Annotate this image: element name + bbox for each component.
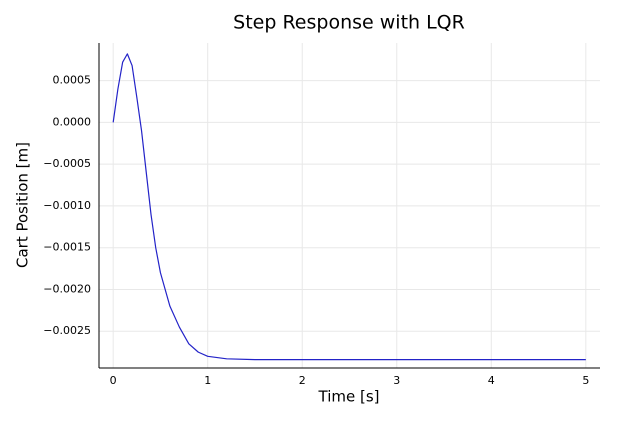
y-tick-label: −0.0005 xyxy=(43,157,91,170)
x-tick-label: 3 xyxy=(393,374,400,387)
x-tick-label: 5 xyxy=(582,374,589,387)
x-axis-label: Time [s] xyxy=(318,388,380,406)
y-tick-label: −0.0025 xyxy=(43,324,91,337)
y-tick-label: −0.0015 xyxy=(43,241,91,254)
line-series xyxy=(112,53,586,361)
y-axis-label: Cart Position [m] xyxy=(14,142,32,268)
x-tick-label: 2 xyxy=(299,374,306,387)
y-tick-label: 0.0000 xyxy=(53,115,92,128)
y-tick-label: 0.0005 xyxy=(53,74,92,87)
x-tick-label: 0 xyxy=(110,374,117,387)
y-tick-label: −0.0010 xyxy=(43,199,91,212)
x-tick-label: 1 xyxy=(204,374,211,387)
x-tick-label: 4 xyxy=(488,374,495,387)
y-tick-label: −0.0020 xyxy=(43,282,91,295)
chart-title: Step Response with LQR xyxy=(233,12,465,34)
